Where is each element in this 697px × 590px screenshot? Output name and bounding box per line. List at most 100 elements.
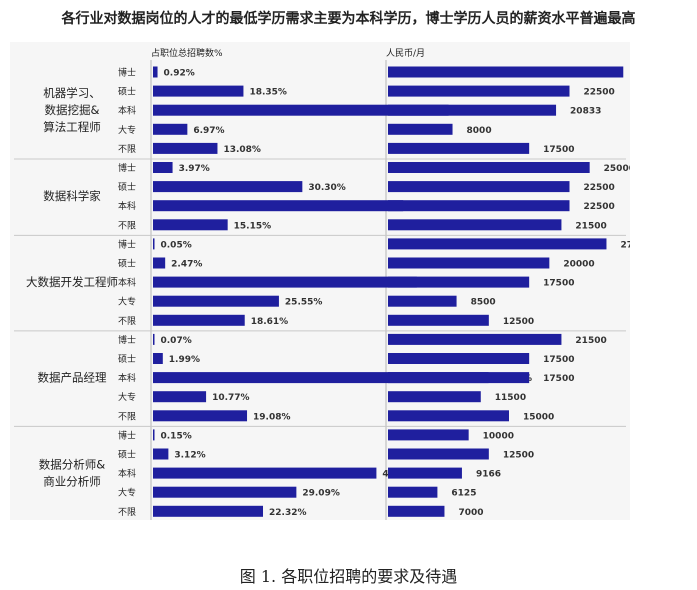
salary-bar bbox=[388, 295, 457, 307]
group-label: 数据产品经理 bbox=[38, 371, 107, 385]
category-label: 大专 bbox=[118, 487, 136, 499]
percent-axis-label: 占职位总招聘数% bbox=[151, 47, 223, 59]
category-label: 博士 bbox=[118, 67, 136, 79]
percent-data-label: 6.97% bbox=[193, 126, 224, 136]
salary-data-label: 20000 bbox=[563, 260, 594, 270]
salary-data-label: 7000 bbox=[458, 508, 483, 518]
percent-data-label: 18.35% bbox=[249, 88, 286, 98]
percent-bar bbox=[153, 448, 169, 460]
salary-data-label: 8500 bbox=[471, 298, 496, 308]
bar-chart-svg: 占职位总招聘数%人民币/月机器学习、数据挖掘&算法工程师博士0.92%29166… bbox=[14, 47, 630, 520]
salary-bar bbox=[388, 333, 562, 345]
salary-data-label: 21500 bbox=[575, 221, 606, 231]
percent-data-label: 1.99% bbox=[169, 355, 200, 365]
percent-data-label: 0.07% bbox=[161, 336, 192, 346]
salary-bar bbox=[388, 448, 489, 460]
category-label: 大专 bbox=[118, 124, 136, 136]
salary-axis-label: 人民币/月 bbox=[386, 48, 425, 59]
salary-data-label: 9166 bbox=[476, 470, 501, 480]
category-label: 本科 bbox=[118, 105, 136, 117]
category-label: 博士 bbox=[118, 238, 136, 250]
salary-data-label: 21500 bbox=[575, 336, 606, 346]
percent-data-label: 19.08% bbox=[253, 412, 291, 422]
percent-bar bbox=[153, 410, 248, 422]
salary-data-label: 15000 bbox=[523, 412, 554, 422]
chart-area: 占职位总招聘数%人民币/月机器学习、数据挖掘&算法工程师博士0.92%29166… bbox=[10, 42, 630, 520]
salary-bar bbox=[388, 314, 489, 326]
group-label: 商业分析师 bbox=[43, 475, 101, 489]
category-label: 硕士 bbox=[118, 258, 136, 270]
category-label: 不限 bbox=[118, 411, 136, 422]
salary-bar bbox=[388, 200, 570, 212]
percent-bar bbox=[153, 142, 218, 154]
salary-bar bbox=[388, 505, 445, 517]
salary-data-label: 12500 bbox=[503, 451, 534, 461]
salary-bar bbox=[388, 66, 624, 78]
category-label: 博士 bbox=[118, 429, 136, 441]
salary-bar bbox=[388, 391, 481, 403]
percent-bar bbox=[153, 219, 228, 231]
percent-data-label: 15.15% bbox=[234, 221, 271, 231]
percent-bar bbox=[153, 295, 279, 307]
salary-data-label: 17500 bbox=[543, 145, 574, 155]
percent-bar bbox=[153, 181, 303, 193]
group-label: 数据挖掘& bbox=[45, 103, 100, 117]
percent-bar bbox=[153, 353, 163, 364]
salary-bar bbox=[388, 142, 530, 154]
category-label: 本科 bbox=[118, 200, 136, 212]
salary-bar bbox=[388, 219, 562, 231]
salary-bar bbox=[388, 257, 550, 269]
chart-title: 各行业对数据岗位的人才的最低学历需求主要为本科学历，博士学历人员的薪资水平普遍最… bbox=[61, 11, 636, 27]
percent-bar bbox=[153, 66, 158, 78]
percent-data-label: 0.05% bbox=[161, 240, 192, 250]
salary-bar bbox=[388, 429, 469, 441]
group-label: 算法工程师 bbox=[43, 120, 101, 134]
percent-data-label: 0.92% bbox=[164, 69, 195, 79]
group-label: 大数据开发工程师 bbox=[26, 275, 118, 289]
category-label: 不限 bbox=[118, 316, 136, 327]
category-label: 不限 bbox=[118, 220, 136, 231]
percent-bar bbox=[153, 486, 297, 498]
percent-data-label: 3.12% bbox=[174, 451, 205, 461]
salary-data-label: 6125 bbox=[451, 489, 476, 499]
percent-bar bbox=[153, 200, 404, 212]
group-label: 数据科学家 bbox=[43, 189, 101, 203]
salary-data-label: 20833 bbox=[570, 107, 601, 117]
percent-data-label: 13.08% bbox=[223, 145, 260, 155]
percent-bar bbox=[153, 104, 449, 116]
percent-bar bbox=[153, 372, 489, 384]
percent-bar bbox=[153, 391, 207, 403]
percent-bar bbox=[153, 467, 377, 479]
percent-data-label: 2.47% bbox=[171, 260, 202, 270]
salary-bar bbox=[388, 162, 590, 173]
category-label: 本科 bbox=[118, 468, 136, 480]
percent-bar bbox=[153, 314, 245, 326]
figure-caption: 图 1. 各职位招聘的要求及待遇 bbox=[239, 567, 458, 586]
percent-data-label: 30.30% bbox=[308, 183, 346, 193]
category-label: 硕士 bbox=[118, 181, 136, 193]
salary-data-label: 22500 bbox=[584, 183, 615, 193]
percent-data-label: 22.32% bbox=[269, 508, 307, 518]
category-label: 硕士 bbox=[118, 449, 136, 461]
category-label: 大专 bbox=[118, 391, 136, 403]
salary-data-label: 22500 bbox=[584, 202, 615, 212]
percent-data-label: 3.97% bbox=[179, 164, 210, 174]
percent-bar bbox=[153, 257, 166, 269]
salary-data-label: 17500 bbox=[543, 279, 574, 289]
percent-data-label: 25.55% bbox=[285, 298, 323, 308]
salary-data-label: 17500 bbox=[543, 374, 574, 384]
percent-data-label: 29.09% bbox=[302, 489, 340, 499]
salary-bar bbox=[388, 467, 462, 479]
group-label: 数据分析师& bbox=[39, 458, 105, 472]
category-label: 不限 bbox=[118, 507, 136, 518]
salary-bar bbox=[388, 410, 509, 422]
percent-bar bbox=[153, 333, 155, 345]
category-label: 博士 bbox=[118, 162, 136, 174]
salary-bar bbox=[388, 104, 557, 116]
salary-data-label: 25000 bbox=[604, 164, 630, 174]
salary-bar bbox=[388, 85, 570, 97]
salary-bar bbox=[388, 276, 530, 288]
category-label: 硕士 bbox=[118, 353, 136, 365]
percent-bar bbox=[153, 429, 155, 441]
salary-data-label: 12500 bbox=[503, 317, 534, 327]
